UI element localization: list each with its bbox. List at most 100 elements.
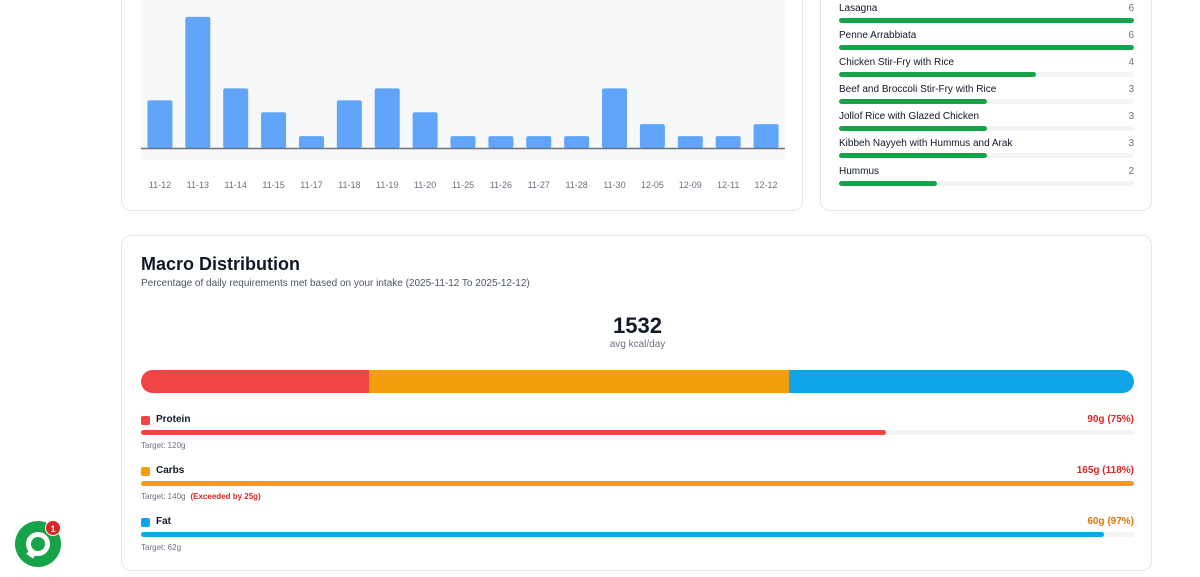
dish-count: 3 [1128,111,1134,122]
dish-name: Hummus [839,166,880,177]
chart-bar-11-20[interactable] [412,112,438,148]
macro-target: Target: 120g [141,441,186,450]
dish-progress-track [839,18,1134,23]
chart-plot-area [141,0,785,160]
dish-count: 2 [1128,166,1134,177]
macro-name: Fat [156,516,171,527]
dish-name: Chicken Stir-Fry with Rice [839,57,955,68]
dish-name: Kibbeh Nayyeh with Hummus and Arak [839,138,1013,149]
macro-name: Carbs [156,465,185,476]
chart-x-tick-label: 11-18 [338,180,361,190]
chart-bar-11-26[interactable] [488,136,514,148]
dish-progress-track [839,99,1134,104]
macro-row-fat: Fat 60g (97%) Target: 62g [141,516,1134,556]
macro-segment-carbs [369,370,790,393]
chart-x-tick-label: 12-12 [754,180,778,190]
dish-name: Jollof Rice with Glazed Chicken [839,111,980,122]
macro-subtitle: Percentage of daily requirements met bas… [141,278,530,289]
chart-bar-12-12[interactable] [753,124,779,148]
fat-color-swatch [141,518,150,527]
chart-bar-11-14[interactable] [223,88,249,148]
macro-progress-track [141,430,1134,435]
macro-progress-track [141,532,1134,537]
chart-bar-11-15[interactable] [261,112,287,148]
chart-x-tick-label: 11-14 [224,180,247,190]
macro-name: Protein [156,414,191,425]
protein-color-swatch [141,416,150,425]
chart-x-tick-label: 12-11 [716,180,740,190]
macro-target: Target: 140g (Exceeded by 25g) [141,492,261,501]
macro-value: 60g (97%) [1087,516,1134,527]
macro-value: 165g (118%) [1076,465,1134,476]
dish-name: Lasagna [839,3,878,14]
avg-kcal-value: 1532 [613,313,662,338]
chart-x-tick-label: 12-09 [678,180,702,190]
chart-x-tick-label: 11-17 [300,180,323,190]
macro-progress-fill [141,430,886,435]
dish-name: Penne Arrabbiata [839,30,917,41]
dish-progress-track [839,72,1134,77]
chart-bar-11-27[interactable] [526,136,552,148]
chart-bar-11-17[interactable] [298,136,324,148]
dish-progress-fill [839,72,1036,77]
chart-bar-11-30[interactable] [602,88,628,148]
macro-value: 90g (75%) [1087,414,1134,425]
exceeded-warning: (Exceeded by 25g) [190,492,261,501]
chart-bar-12-05[interactable] [639,124,665,148]
daily-meals-bar-chart [141,16,785,150]
macro-row-protein: Protein 90g (75%) Target: 120g [141,414,1134,454]
daily-meals-chart-card: 11-12 11-13 11-14 11-15 11-17 11-18 11-19 11-20… [121,0,803,211]
chart-x-tick-label: 11-30 [603,180,626,190]
dish-progress-fill [839,153,987,158]
dish-progress-track [839,45,1134,50]
chart-x-tick-label: 11-13 [186,180,209,190]
chart-bar-11-13[interactable] [185,16,211,148]
dish-progress-fill [839,18,1134,23]
chart-bar-11-19[interactable] [374,88,400,148]
chart-x-tick-label: 11-12 [148,180,172,190]
dish-count: 4 [1128,57,1134,68]
dish-progress-track [839,126,1134,131]
chart-x-tick-label: 12-05 [640,180,664,190]
macro-segment-fat [789,370,1134,393]
chart-x-tick-label: 11-25 [451,180,475,190]
chat-bubble-icon [26,532,50,556]
avg-kcal-label: avg kcal/day [609,339,666,350]
macro-target: Target: 62g [141,543,182,552]
dish-progress-track [839,153,1134,158]
dish-name: Beef and Broccoli Stir-Fry with Rice [839,84,997,95]
carbs-color-swatch [141,467,150,476]
chart-x-tick-label: 11-20 [413,180,437,190]
macro-title: Macro Distribution [141,254,301,274]
dish-count: 3 [1128,84,1134,95]
chart-x-tick-label: 11-15 [262,180,285,190]
chart-bar-12-09[interactable] [677,136,703,148]
chart-x-tick-label: 11-19 [376,180,399,190]
macro-row-carbs: Carbs 165g (118%) Target: 140g (Exceeded … [141,465,1134,505]
macro-progress-fill [141,481,1134,486]
dish-count: 6 [1128,30,1134,41]
chart-x-tick-label: 11-27 [527,180,550,190]
macro-distribution-card: Macro Distribution Percentage of daily r… [121,235,1152,571]
chart-bar-11-12[interactable] [147,100,173,148]
dish-progress-fill [839,181,938,186]
macro-progress-fill [141,532,1105,537]
chart-x-tick-label: 11-28 [565,180,588,190]
top-dishes-card: Lasagna 6 Penne Arrabbiata 6 Chicken Sti… [820,0,1152,211]
dish-count: 3 [1128,138,1134,149]
chart-bar-11-25[interactable] [450,136,476,148]
chart-bar-12-11[interactable] [715,136,741,148]
chart-x-axis-labels: 11-12 11-13 11-14 11-15 11-17 11-18 11-19 11-20… [141,180,785,194]
macro-stacked-bar [141,370,1134,393]
notification-badge: 1 [45,520,61,536]
dish-count: 6 [1128,3,1134,14]
dish-progress-fill [839,126,987,131]
macro-segment-protein [141,370,370,393]
dish-progress-fill [839,45,1134,50]
chart-bar-11-28[interactable] [564,136,590,148]
macro-progress-track [141,481,1134,486]
chart-x-tick-label: 11-26 [489,180,513,190]
chart-bar-11-18[interactable] [336,100,362,148]
dish-progress-track [839,181,1134,186]
dish-progress-fill [839,99,987,104]
